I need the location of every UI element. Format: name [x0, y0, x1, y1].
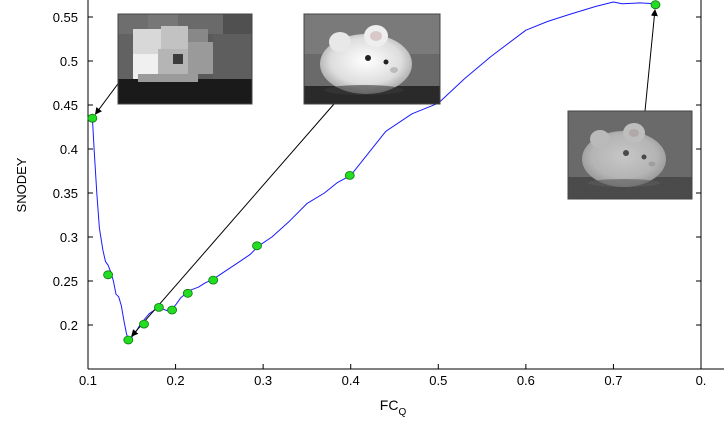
- y-tick-label: 0.5: [60, 54, 78, 69]
- inset-low-quality-image: [117, 13, 253, 105]
- x-tick-label: 0.7: [604, 373, 622, 388]
- y-tick-label: 0.55: [53, 10, 78, 25]
- y-tick-label: 0.2: [60, 318, 78, 333]
- x-tick-label: 0.2: [167, 373, 185, 388]
- x-tick-label: 0.4: [342, 373, 360, 388]
- x-tick-label: 0.6: [517, 373, 535, 388]
- x-tick-label: 0.5: [429, 373, 447, 388]
- data-point-marker: [87, 113, 98, 123]
- x-axis-label-subscript: Q: [398, 407, 406, 418]
- marker-layer: [87, 0, 661, 345]
- y-tick-label: 0.25: [53, 274, 78, 289]
- x-tick-label: 0.: [696, 373, 707, 388]
- annotation-arrow-medium-quality-reconstruction: [131, 103, 335, 337]
- data-point-marker: [182, 288, 193, 298]
- x-tick-label: 0.1: [79, 373, 97, 388]
- x-axis-label: FCQ: [380, 397, 407, 418]
- y-tick-label: 0.4: [60, 142, 78, 157]
- data-point-marker: [208, 275, 219, 285]
- y-axis-ticks: 0.20.250.30.350.40.450.50.550.6: [53, 10, 701, 333]
- x-tick-label: 0.3: [254, 373, 272, 388]
- data-point-marker: [139, 319, 149, 329]
- y-axis-label: SNODEY: [14, 157, 29, 212]
- inset-high-quality-image: [567, 110, 693, 200]
- data-point-marker: [103, 270, 113, 280]
- data-point-marker: [344, 170, 355, 180]
- data-point-marker: [153, 302, 164, 312]
- y-tick-label: 0.3: [60, 230, 78, 245]
- y-tick-label: 0.45: [53, 98, 78, 113]
- data-point-marker: [167, 305, 178, 315]
- y-tick-label: 0.35: [53, 186, 78, 201]
- x-axis-ticks: 0.1 0.2 0.3 0.4 0.5 0.6 0.7 0.: [79, 364, 706, 388]
- data-point-marker: [650, 0, 661, 10]
- x-axis-label-main: FC: [380, 397, 399, 413]
- inset-medium-quality-image: [303, 13, 441, 105]
- annotation-arrow-high-quality-reconstruction: [644, 9, 658, 112]
- data-point-marker: [252, 241, 262, 251]
- data-point-marker: [123, 335, 134, 345]
